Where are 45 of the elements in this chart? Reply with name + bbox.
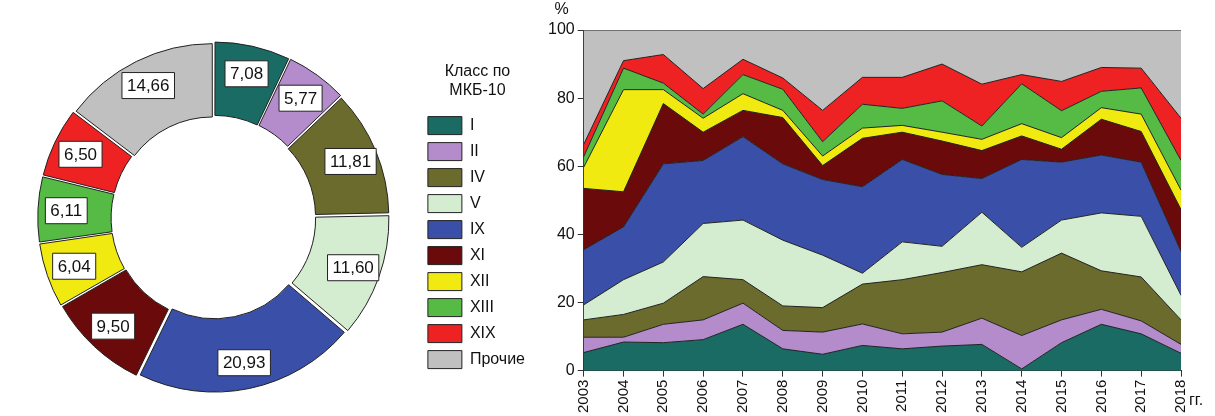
legend-label: XIX bbox=[469, 324, 496, 342]
x-tick-label: 2003 bbox=[573, 379, 591, 414]
data-label: 11,60 bbox=[332, 258, 374, 278]
x-tick-label: 2011 bbox=[892, 379, 910, 412]
data-label: 6,04 bbox=[57, 256, 91, 276]
legend-title: Класс по МКБ-10 bbox=[444, 61, 511, 99]
x-tick-label: 2016 bbox=[1091, 379, 1109, 414]
x-tick-label: 2005 bbox=[653, 379, 671, 414]
y-tick-label: 20 bbox=[556, 292, 575, 310]
data-label: 20,93 bbox=[222, 353, 266, 373]
x-tick-label: 2018 bbox=[1171, 379, 1189, 414]
legend-label: I bbox=[469, 116, 475, 134]
legend-label: V bbox=[469, 194, 481, 212]
legend-label: Прочие bbox=[469, 350, 526, 368]
legend-label: IV bbox=[469, 168, 486, 186]
x-tick-label: 2015 bbox=[1051, 379, 1069, 414]
x-tick-label: 2007 bbox=[733, 379, 751, 414]
data-label: 5,77 bbox=[284, 88, 318, 108]
legend-label: XII bbox=[469, 272, 490, 290]
legend-label: II bbox=[469, 142, 479, 160]
x-tick-label: 2006 bbox=[693, 379, 711, 414]
data-label: 9,50 bbox=[96, 316, 130, 336]
x-tick-label: 2012 bbox=[932, 379, 950, 414]
legend-label: XIII bbox=[469, 298, 494, 316]
x-tick-label: 2010 bbox=[852, 379, 870, 414]
data-label: 14,66 bbox=[126, 76, 170, 96]
x-axis-title: гг. bbox=[1189, 391, 1204, 409]
y-tick-label: 100 bbox=[547, 20, 575, 38]
data-label: 11,81 bbox=[329, 152, 372, 172]
y-tick-label: 0 bbox=[565, 361, 575, 379]
legend-label: XI bbox=[469, 246, 486, 264]
x-tick-label: 2004 bbox=[613, 379, 631, 414]
y-tick-label: 60 bbox=[556, 156, 575, 174]
y-tick-label: 40 bbox=[556, 224, 575, 242]
x-tick-label: 2008 bbox=[772, 379, 790, 414]
y-tick-label: 80 bbox=[556, 88, 575, 106]
x-tick-label: 2017 bbox=[1131, 379, 1149, 414]
data-label: 6,50 bbox=[63, 144, 98, 164]
x-tick-label: 2009 bbox=[812, 379, 830, 414]
legend-label: IX bbox=[469, 220, 486, 238]
data-label: 6,11 bbox=[50, 201, 83, 221]
y-axis-title: % bbox=[554, 0, 569, 18]
x-tick-label: 2014 bbox=[1011, 379, 1029, 414]
data-label: 7,08 bbox=[230, 64, 264, 84]
x-tick-label: 2013 bbox=[972, 379, 990, 414]
